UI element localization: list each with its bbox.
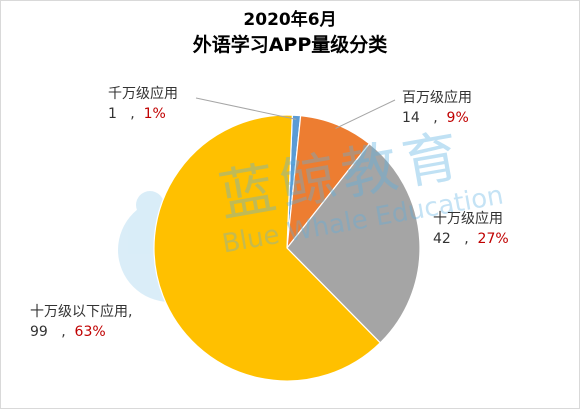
slice-separator: , [61, 324, 66, 340]
slice-label-name: 十万级以下应用, [30, 304, 133, 320]
slice-separator: , [130, 106, 135, 122]
slice-percent: 27% [477, 231, 509, 247]
chart-title: 2020年6月 [243, 10, 337, 30]
slice-separator: , [433, 110, 438, 126]
slice-separator: , [464, 231, 469, 247]
slice-percent: 63% [74, 324, 106, 340]
slice-count: 1 [108, 106, 117, 122]
slice-count: 42 [433, 231, 451, 247]
slice-label-name: 百万级应用 [402, 90, 472, 106]
slice-count: 99 [30, 324, 48, 340]
pie-slice-shiwan-yixia [153, 114, 382, 382]
slice-label-name: 十万级应用 [433, 211, 503, 227]
slice-label-baiwan: 百万级应用 14 , 9% [402, 88, 472, 128]
slice-label-shiwan-yixia: 十万级以下应用, 99 , 63% [30, 302, 132, 342]
leader-line-qianwan [195, 97, 297, 120]
slice-count: 14 [402, 110, 420, 126]
slice-label-name: 千万级应用 [108, 86, 178, 102]
slice-percent: 1% [143, 106, 166, 122]
pie-slice-shiwan [286, 142, 421, 344]
slice-percent: 9% [446, 110, 469, 126]
slice-label-qianwan: 千万级应用 1 , 1% [108, 84, 178, 124]
leader-line-baiwan [335, 99, 396, 129]
slice-label-shiwan: 十万级应用 42 , 27% [433, 209, 509, 249]
chart-subtitle: 外语学习APP量级分类 [192, 34, 388, 56]
